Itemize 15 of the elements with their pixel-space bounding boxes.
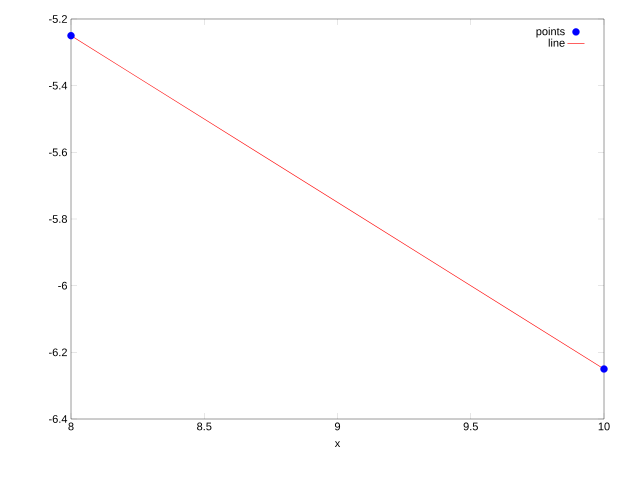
x-tick-label: 8 bbox=[68, 422, 74, 430]
legend-label: line bbox=[548, 38, 565, 47]
y-tick-label: -5.8 bbox=[49, 215, 67, 223]
x-tick-label: 9 bbox=[334, 422, 340, 430]
y-tick-label: -5.4 bbox=[49, 82, 68, 90]
y-tick-label: -6.2 bbox=[49, 348, 67, 356]
y-tick-label: -6 bbox=[58, 282, 67, 290]
y-tick-label: -6.4 bbox=[49, 415, 68, 423]
x-axis-title: x bbox=[334, 441, 340, 447]
x-tick-label: 10 bbox=[598, 422, 610, 430]
x-tick-label: 9.5 bbox=[464, 422, 478, 430]
y-tick-label: -5.2 bbox=[49, 15, 67, 23]
x-tick-label: 8.5 bbox=[197, 422, 212, 430]
y-tick-label: -5.6 bbox=[49, 148, 67, 156]
legend-label: points bbox=[536, 27, 565, 38]
